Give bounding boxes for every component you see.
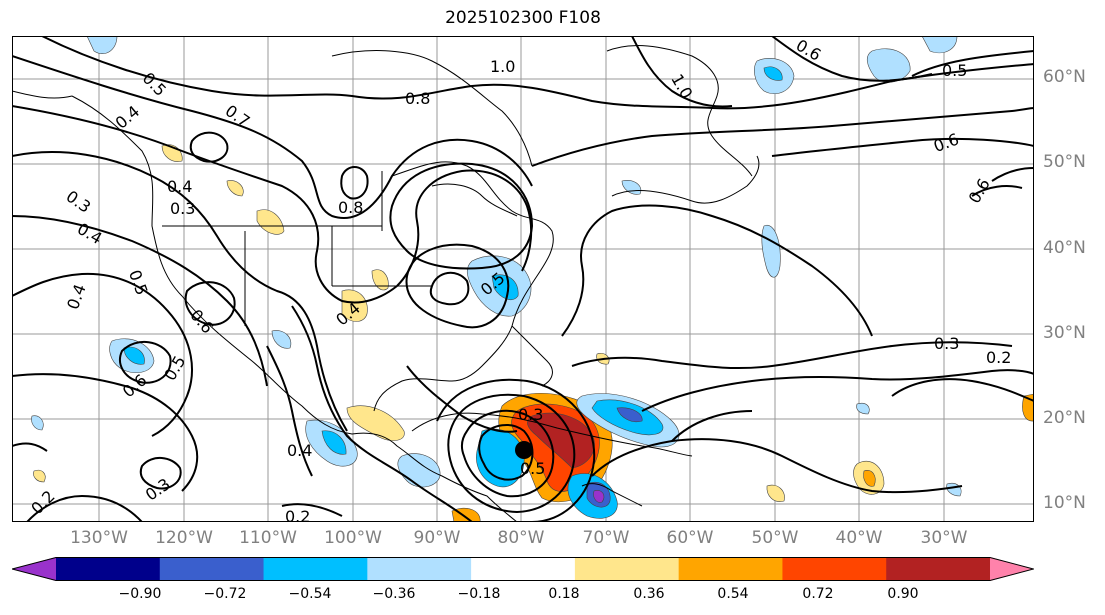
colorbar-segment	[471, 557, 576, 581]
colorbar-tick: 0.90	[887, 586, 919, 602]
contour-label: 1.0	[490, 57, 515, 76]
contour-label: 0.6	[965, 175, 994, 207]
lat-label: 60°N	[1043, 67, 1086, 87]
lon-label: 70°W	[582, 528, 630, 548]
contour-label: 0.3	[63, 187, 95, 217]
contour-label: 0.3	[142, 474, 174, 504]
positive-anomaly	[346, 405, 405, 441]
colorbar-tick: −0.72	[203, 586, 247, 602]
contour-label: 0.5	[520, 459, 545, 478]
contour-label: 0.2	[285, 507, 310, 522]
contour-lines	[12, 36, 1034, 522]
contour-label: 1.0	[667, 71, 696, 103]
lon-label: 80°W	[497, 528, 545, 548]
positive-anomaly	[766, 484, 785, 502]
lat-label: 10°N	[1043, 493, 1086, 513]
colorbar-tick: 0.54	[717, 586, 749, 602]
positive-anomaly	[371, 269, 389, 291]
contour-label: 0.6	[186, 306, 217, 338]
colorbar-segment	[886, 557, 991, 581]
colorbar-tick: 0.18	[548, 586, 580, 602]
lon-label: 40°W	[835, 528, 883, 548]
negative-anomaly	[763, 66, 783, 81]
negative-anomaly	[31, 415, 44, 431]
contour-label: 0.8	[338, 198, 363, 217]
positive-anomaly	[256, 209, 285, 235]
contour-label: 0.7	[222, 101, 254, 131]
map-frame	[12, 36, 1034, 522]
negative-anomaly	[946, 483, 962, 497]
contour-label: 0.3	[934, 334, 959, 353]
colorbar-tick: −0.54	[288, 586, 332, 602]
colorbar-segment	[367, 557, 472, 581]
contour-label: 0.8	[405, 89, 430, 108]
colorbar-segment	[678, 557, 783, 581]
colorbar-extend-min	[12, 557, 56, 581]
negative-anomaly	[476, 428, 525, 488]
negative-anomaly	[593, 490, 605, 503]
contour-label: 0.6	[931, 129, 961, 156]
colorbar-tick: −0.18	[457, 586, 501, 602]
contour-label: 0.2	[986, 348, 1011, 367]
map-title: 2025102300 F108	[445, 8, 601, 28]
lat-label: 30°N	[1043, 323, 1086, 343]
contour-label: 0.3	[518, 405, 543, 424]
contour-label: 0.5	[139, 69, 170, 100]
positive-anomaly	[33, 469, 46, 483]
colorbar-tick: −0.90	[118, 586, 162, 602]
storm-center-marker	[515, 441, 533, 459]
lon-label: 110°W	[239, 528, 297, 548]
contour-label: 0.4	[63, 282, 90, 312]
colorbar-tick: −0.36	[372, 586, 416, 602]
lat-label: 50°N	[1043, 152, 1086, 172]
colorbar-segment	[263, 557, 368, 581]
lon-label: 50°W	[751, 528, 799, 548]
positive-anomaly	[863, 470, 876, 487]
negative-anomaly	[921, 36, 958, 54]
negative-anomaly	[866, 48, 911, 83]
colorbar-tick: 0.36	[633, 586, 665, 602]
contour-label: 0.6	[793, 36, 825, 65]
positive-anomaly	[341, 289, 368, 322]
contour-label: 0.6	[119, 370, 151, 401]
negative-anomaly	[856, 403, 870, 415]
positive-anomaly	[226, 180, 244, 197]
colorbar	[12, 557, 1034, 581]
lon-label: 30°W	[920, 528, 968, 548]
colorbar-segment	[574, 557, 680, 581]
negative-anomaly	[321, 430, 347, 455]
lat-label: 40°N	[1043, 238, 1086, 258]
lon-label: 100°W	[324, 528, 382, 548]
contour-label: 0.4	[167, 177, 192, 196]
negative-anomaly	[86, 36, 118, 55]
negative-anomaly	[761, 224, 781, 278]
lon-label: 130°W	[70, 528, 128, 548]
negative-anomaly	[123, 346, 145, 365]
negative-anomaly	[397, 453, 441, 488]
lon-label: 60°W	[666, 528, 714, 548]
contour-label: 0.5	[160, 352, 189, 384]
contour-label: 0.3	[170, 199, 195, 218]
colorbar-extend-max	[990, 557, 1034, 581]
colorbar-segment	[782, 557, 887, 581]
contour-label: 0.5	[942, 61, 967, 80]
colorbar-segment	[159, 557, 265, 581]
negative-anomaly	[271, 330, 292, 349]
map-panel: 1.0 0.8 0.7 0.6 0.5 0.6 0.6 0.5 0.4 0.3 …	[12, 36, 1034, 522]
contour-label: 0.4	[74, 219, 106, 248]
lon-label: 90°W	[413, 528, 461, 548]
colorbar-segment	[56, 557, 161, 581]
lon-label: 120°W	[155, 528, 213, 548]
negative-anomaly	[616, 407, 643, 423]
contour-label: 0.4	[287, 441, 312, 460]
contour-label: 0.2	[27, 487, 58, 518]
colorbar-tick: 0.72	[802, 586, 834, 602]
lat-label: 20°N	[1043, 408, 1086, 428]
negative-anomaly	[491, 274, 519, 300]
